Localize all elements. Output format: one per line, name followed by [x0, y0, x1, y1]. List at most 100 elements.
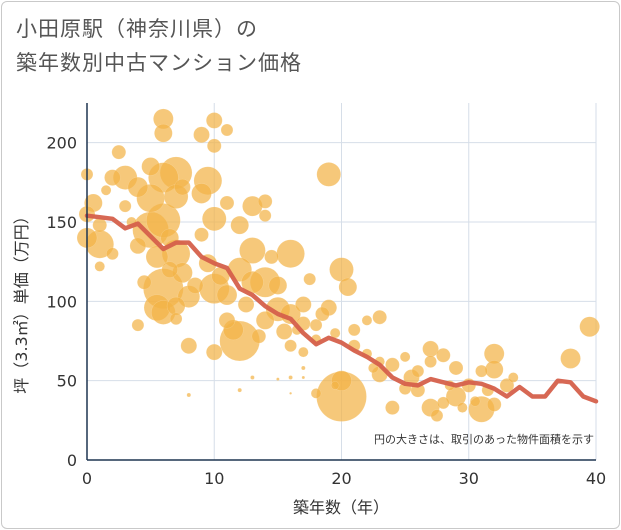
data-bubble	[276, 239, 305, 268]
data-bubble	[560, 348, 581, 369]
trend-line-series	[84, 213, 599, 404]
data-bubble	[385, 357, 400, 373]
data-bubble	[145, 245, 169, 269]
y-tick-label: 150	[46, 213, 77, 232]
x-tick-label: 20	[331, 469, 351, 488]
data-bubble	[508, 372, 519, 383]
y-tick-label: 100	[46, 292, 77, 311]
data-bubble	[191, 183, 212, 204]
axes	[86, 103, 596, 461]
data-bubble	[436, 348, 451, 363]
data-bubble	[237, 296, 255, 313]
data-bubble	[385, 400, 400, 415]
data-bubble	[298, 346, 309, 358]
data-bubble	[251, 328, 267, 344]
data-bubble	[301, 375, 306, 380]
data-bubble	[161, 261, 178, 278]
data-bubble	[104, 169, 121, 186]
data-bubble	[194, 227, 209, 242]
data-bubble	[186, 277, 204, 294]
data-bubble	[92, 217, 107, 233]
data-bubble	[430, 409, 444, 422]
x-tick-label: 30	[459, 469, 479, 488]
chart-title-line-2: 築年数別中古マンション価格	[16, 51, 302, 75]
data-bubble	[315, 306, 330, 322]
data-bubble	[268, 276, 288, 295]
data-bubble	[118, 199, 132, 213]
data-bubble	[186, 392, 192, 398]
data-bubble	[310, 388, 322, 399]
data-bubble	[399, 351, 411, 363]
data-bubble	[220, 123, 234, 137]
data-bubble	[329, 257, 354, 282]
chart-title-line-1: 小田原駅（神奈川県）の	[16, 17, 258, 41]
data-bubble	[347, 323, 361, 337]
y-axis-title: 坪（3.3㎡）単価（万円）	[12, 208, 31, 393]
data-bubble	[166, 296, 186, 316]
y-tick-label: 200	[46, 134, 77, 153]
data-bubble	[316, 162, 342, 187]
average-price-line	[84, 213, 599, 404]
data-bubble	[372, 309, 387, 325]
data-bubble	[579, 316, 600, 337]
data-bubble	[219, 195, 235, 211]
y-tick-label: 50	[57, 372, 77, 391]
data-bubble	[361, 315, 373, 326]
data-bubble	[486, 397, 502, 412]
data-bubble	[218, 312, 236, 329]
x-tick-label: 10	[204, 469, 224, 488]
data-bubble	[303, 272, 316, 286]
data-bubble	[457, 402, 468, 413]
data-bubble	[111, 144, 127, 160]
data-bubble	[448, 360, 464, 376]
data-bubble	[258, 209, 272, 222]
data-bubble	[499, 378, 515, 393]
data-bubble	[180, 337, 198, 355]
data-bubble	[301, 365, 306, 371]
x-tick-label: 0	[82, 469, 92, 488]
data-bubble	[129, 237, 147, 255]
data-bubble	[309, 318, 323, 332]
data-bubble	[207, 138, 222, 154]
data-bubble	[484, 360, 504, 379]
data-bubble	[206, 343, 223, 361]
data-bubble	[469, 396, 481, 407]
data-bubble	[255, 311, 275, 330]
data-bubble	[216, 284, 238, 306]
data-bubble	[276, 377, 280, 381]
data-bubble	[137, 275, 152, 290]
x-axis-title: 築年数（年）	[293, 498, 389, 517]
data-bubble	[100, 185, 112, 196]
y-tick-label: 0	[67, 451, 77, 470]
data-bubble	[94, 261, 105, 272]
data-bubble	[206, 112, 223, 129]
data-bubble	[330, 381, 340, 390]
data-bubble	[411, 364, 425, 378]
data-bubble	[338, 277, 358, 297]
data-bubble	[106, 247, 119, 260]
data-bubble	[284, 339, 297, 353]
data-bubble	[289, 391, 293, 395]
data-bubble	[475, 364, 488, 378]
size-legend-note: 円の大きさは、取引のあった物件面積を示す	[374, 432, 594, 446]
data-bubble	[257, 194, 273, 209]
tick-labels: 0 10 20 30 40 0 50 100 150 200	[46, 134, 606, 488]
bubble-series	[76, 108, 600, 423]
data-bubble	[230, 215, 249, 235]
chart-title: 小田原駅（神奈川県）の 築年数別中古マンション価格	[16, 12, 302, 80]
data-bubble	[239, 237, 266, 264]
data-bubble	[193, 126, 210, 143]
data-bubble	[141, 157, 160, 176]
data-bubble	[424, 355, 437, 368]
data-bubble	[127, 176, 149, 198]
x-tick-label: 40	[586, 469, 606, 488]
data-bubble	[131, 318, 145, 332]
data-bubble	[202, 206, 227, 232]
data-bubble	[437, 396, 450, 410]
data-bubble	[288, 375, 293, 380]
data-bubble	[154, 123, 173, 143]
data-bubble	[264, 249, 279, 265]
data-bubble	[237, 387, 242, 393]
data-bubble	[275, 323, 293, 340]
